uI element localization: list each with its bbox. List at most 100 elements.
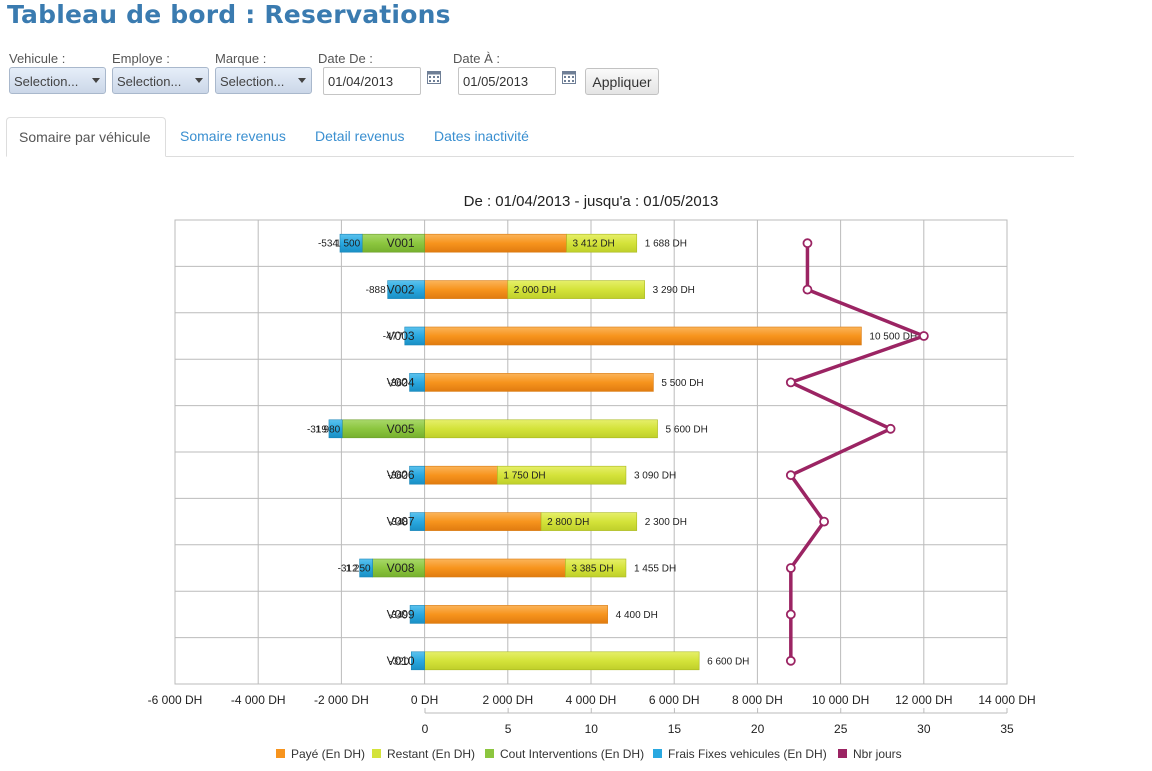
data-label-restant: 3 290 DH bbox=[653, 285, 695, 296]
bar-paye bbox=[424, 326, 862, 346]
bar-restant bbox=[565, 558, 627, 578]
chart-bars bbox=[328, 233, 862, 671]
category-label: V001 bbox=[387, 236, 415, 250]
x-tick-label: 4 000 DH bbox=[566, 693, 617, 707]
chevron-down-icon bbox=[92, 78, 100, 83]
legend-swatch bbox=[653, 749, 662, 758]
calendar-icon[interactable] bbox=[562, 70, 576, 84]
data-label-frais: -477 bbox=[383, 332, 403, 343]
x2-tick-label: 35 bbox=[1000, 722, 1014, 736]
employe-label: Employe : bbox=[112, 51, 170, 66]
legend-label: Payé (En DH) bbox=[291, 747, 365, 761]
bar-frais-fixes bbox=[387, 280, 425, 299]
tab-somaire-revenus[interactable]: Somaire revenus bbox=[180, 128, 286, 144]
bar-restant bbox=[566, 233, 638, 253]
data-label-restant: 5 600 DH bbox=[666, 424, 708, 435]
data-label-paye: 3 385 DH bbox=[571, 564, 613, 575]
x-tick-label: 12 000 DH bbox=[895, 693, 952, 707]
bar-frais-fixes bbox=[339, 233, 363, 253]
data-label-cout: 1 500 bbox=[335, 239, 360, 250]
category-label: V008 bbox=[387, 561, 415, 575]
bar-paye bbox=[424, 512, 542, 531]
bar-paye bbox=[424, 465, 498, 485]
nbr-jours-point bbox=[785, 470, 796, 481]
data-label-cout: 1 250 bbox=[346, 564, 371, 575]
nbr-jours-point bbox=[785, 609, 796, 620]
marque-select-value: Selection... bbox=[220, 74, 285, 89]
data-label-frais: -312 bbox=[338, 564, 358, 575]
x2-tick-label: 20 bbox=[751, 722, 765, 736]
x-tick-label: 10 000 DH bbox=[812, 693, 869, 707]
bar-paye bbox=[424, 558, 566, 578]
legend-swatch bbox=[276, 749, 285, 758]
vehicule-select-value: Selection... bbox=[14, 74, 79, 89]
x-tick-label: -6 000 DH bbox=[148, 693, 203, 707]
nbr-jours-point bbox=[885, 423, 896, 434]
page-title: Tableau de bord : Reservations bbox=[7, 0, 451, 29]
date-a-input[interactable] bbox=[458, 67, 556, 95]
data-label-restant: 6 600 DH bbox=[707, 656, 749, 667]
bar-restant bbox=[540, 512, 638, 531]
date-a-label: Date À : bbox=[453, 51, 500, 66]
bar-frais-fixes bbox=[409, 605, 425, 624]
x-tick-label: 8 000 DH bbox=[732, 693, 783, 707]
data-label-paye: 2 800 DH bbox=[547, 517, 589, 528]
legend-swatch bbox=[485, 749, 494, 758]
data-label-restant: 5 500 DH bbox=[661, 378, 703, 389]
tab-detail-revenus[interactable]: Detail revenus bbox=[315, 128, 405, 144]
category-label: V005 bbox=[387, 422, 415, 436]
tab-bar: Somaire par véhicule Somaire revenus Det… bbox=[6, 117, 1074, 157]
tab-somaire-vehicule[interactable]: Somaire par véhicule bbox=[6, 117, 166, 157]
category-label: V002 bbox=[387, 283, 415, 297]
apply-button[interactable]: Appliquer bbox=[585, 68, 659, 95]
bar-restant bbox=[507, 280, 645, 299]
date-de-label: Date De : bbox=[318, 51, 373, 66]
chart-axes: -6 000 DH -4 000 DH -2 000 DH 0 DH 2 000 DH 4… bbox=[148, 693, 1036, 736]
nbr-jours-point bbox=[802, 284, 813, 295]
vehicule-select[interactable]: Selection... bbox=[9, 67, 106, 94]
data-label-frais: -888 bbox=[366, 285, 386, 296]
data-label-frais: -349 bbox=[388, 610, 408, 621]
x-tick-label: 14 000 DH bbox=[978, 693, 1035, 707]
x2-tick-label: 10 bbox=[585, 722, 599, 736]
legend-label: Nbr jours bbox=[853, 747, 902, 761]
data-label-frais: -534 bbox=[318, 239, 338, 250]
vehicule-label: Vehicule : bbox=[9, 51, 66, 66]
x2-tick-label: 15 bbox=[668, 722, 682, 736]
employe-select[interactable]: Selection... bbox=[112, 67, 209, 94]
x-tick-label: 0 DH bbox=[411, 693, 438, 707]
data-label-cout: 1 980 bbox=[315, 424, 340, 435]
data-label-restant: 4 400 DH bbox=[616, 610, 658, 621]
data-label-restant: 10 500 DH bbox=[869, 332, 917, 343]
nbr-jours-point bbox=[785, 377, 796, 388]
data-label-frais: -348 bbox=[388, 517, 408, 528]
legend-label: Cout Interventions (En DH) bbox=[500, 747, 644, 761]
bar-frais-fixes bbox=[328, 419, 343, 439]
calendar-icon[interactable] bbox=[427, 70, 441, 84]
x-tick-label: -4 000 DH bbox=[231, 693, 286, 707]
category-label: V010 bbox=[387, 654, 415, 668]
chart-line-series bbox=[785, 238, 929, 666]
tab-dates-inactivite[interactable]: Dates inactivité bbox=[434, 128, 529, 144]
nbr-jours-point bbox=[785, 655, 796, 666]
bar-restant bbox=[424, 419, 658, 439]
legend-label: Frais Fixes vehicules (En DH) bbox=[668, 747, 827, 761]
bar-restant bbox=[497, 465, 627, 485]
nbr-jours-point bbox=[785, 563, 796, 573]
bar-restant bbox=[424, 651, 700, 671]
marque-select[interactable]: Selection... bbox=[215, 67, 312, 94]
nbr-jours-point bbox=[918, 331, 929, 341]
bar-frais-fixes bbox=[359, 558, 373, 578]
category-label: V007 bbox=[387, 515, 415, 529]
bar-frais-fixes bbox=[410, 651, 425, 671]
legend-label: Restant (En DH) bbox=[387, 747, 475, 761]
data-label-restant: 2 300 DH bbox=[645, 517, 687, 528]
chevron-down-icon bbox=[195, 78, 203, 83]
chart-legend: Payé (En DH) Restant (En DH) Cout Interven… bbox=[276, 747, 902, 761]
data-label-paye: 3 412 DH bbox=[573, 239, 615, 250]
marque-label: Marque : bbox=[215, 51, 267, 66]
chevron-down-icon bbox=[298, 78, 306, 83]
nbr-jours-point bbox=[802, 238, 813, 249]
date-de-input[interactable] bbox=[323, 67, 421, 95]
